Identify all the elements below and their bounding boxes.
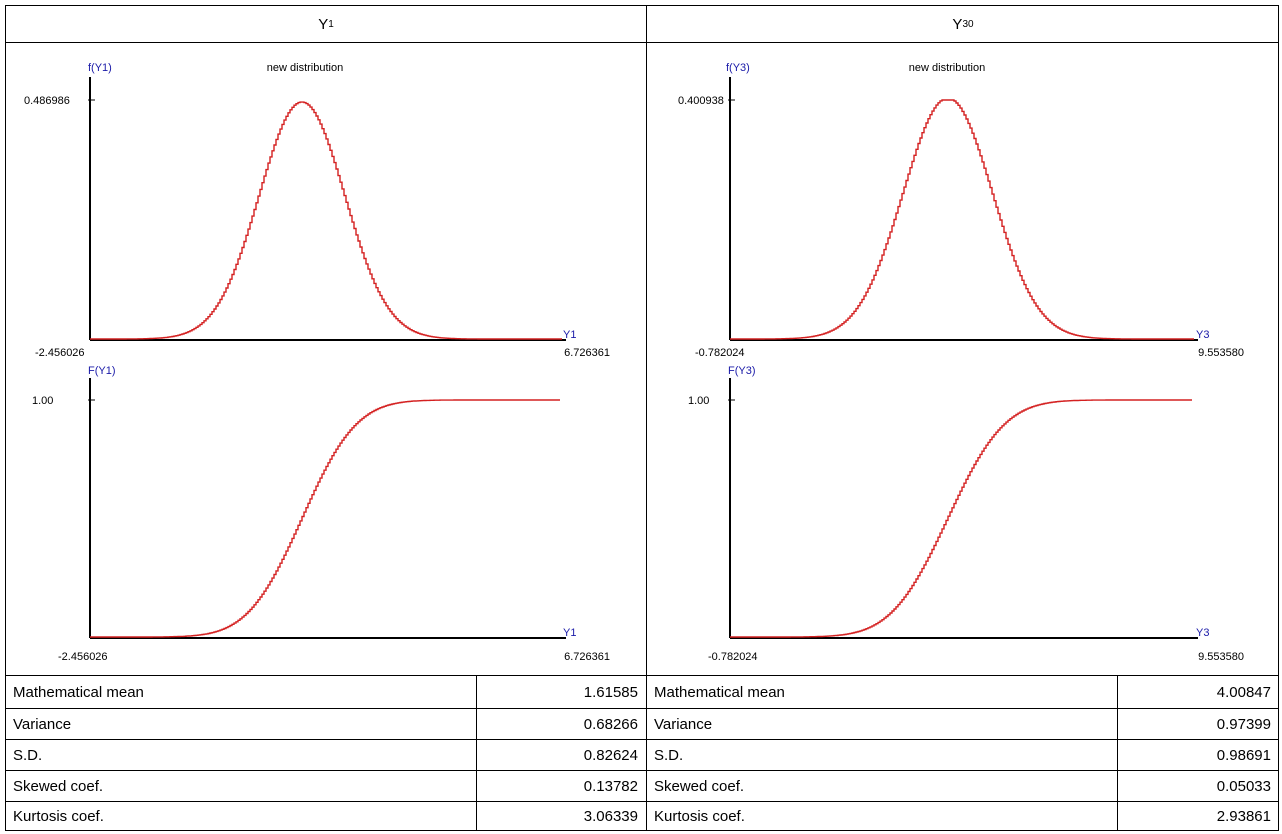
stat-value-sd: 0.98691 xyxy=(1216,746,1271,764)
x-min-label: -2.456026 xyxy=(58,651,108,663)
y-axis-label: f(Y3) xyxy=(726,62,750,74)
stat-label-skew: Skewed coef. xyxy=(654,777,745,795)
x-axis-label: Y3 xyxy=(1196,329,1209,341)
x-min-label: -0.782024 xyxy=(695,347,745,359)
stat-value-kurtosis: 3.06339 xyxy=(583,808,638,825)
x-min-label: -2.456026 xyxy=(35,347,85,359)
y-max-label: 1.00 xyxy=(32,395,53,407)
y-axis-label: F(Y1) xyxy=(88,365,116,377)
y-axis-label: F(Y3) xyxy=(728,365,756,377)
y-max-label: 0.486986 xyxy=(24,95,70,107)
x-max-label: 9.553580 xyxy=(1198,347,1244,359)
y-max-label: 0.400938 xyxy=(678,95,724,107)
stat-divider xyxy=(5,770,1279,771)
value-divider xyxy=(476,675,477,831)
stat-label-kurtosis: Kurtosis coef. xyxy=(13,808,104,825)
pdf-chart-y30: f(Y3) new distribution 0.400938 Y3 -0.78… xyxy=(678,62,1244,359)
stat-label-variance: Variance xyxy=(13,715,72,733)
charts-divider xyxy=(5,675,1279,676)
chart-title: new distribution xyxy=(909,62,985,74)
x-max-label: 6.726361 xyxy=(564,347,610,359)
stat-label-sd: S.D. xyxy=(654,746,684,764)
chart-title: new distribution xyxy=(267,62,343,74)
stat-label-mean: Mathematical mean xyxy=(654,683,785,701)
value-divider xyxy=(1117,675,1118,831)
stat-value-sd: 0.82624 xyxy=(583,746,638,764)
stat-divider xyxy=(5,739,1279,740)
results-table xyxy=(5,5,1279,831)
stat-label-mean: Mathematical mean xyxy=(13,683,144,701)
cdf-chart-y30: F(Y3) 1.00 Y3 -0.782024 9.553580 xyxy=(688,365,1244,663)
stat-value-mean: 1.61585 xyxy=(583,683,638,701)
cdf-chart-y1: F(Y1) 1.00 Y1 -2.456026 6.726361 xyxy=(32,365,610,663)
stat-value-kurtosis: 2.93861 xyxy=(1216,808,1271,825)
stat-value-skew: 0.05033 xyxy=(1216,777,1271,795)
stat-label-kurtosis: Kurtosis coef. xyxy=(654,808,745,825)
x-min-label: -0.782024 xyxy=(708,651,758,663)
stat-divider xyxy=(5,801,1279,802)
pdf-curve xyxy=(730,99,1194,340)
cdf-curve xyxy=(730,399,1192,638)
x-axis-label: Y3 xyxy=(1196,627,1209,639)
column-header-sub: 1 xyxy=(328,18,334,30)
column-header-main: Y xyxy=(952,15,963,33)
x-axis-label: Y1 xyxy=(563,329,576,341)
pdf-curve xyxy=(90,101,562,340)
header-divider xyxy=(5,42,1279,43)
stat-label-sd: S.D. xyxy=(13,746,43,764)
stat-value-skew: 0.13782 xyxy=(583,777,638,795)
y-max-label: 1.00 xyxy=(688,395,709,407)
y-axis-label: f(Y1) xyxy=(88,62,112,74)
stat-divider xyxy=(5,708,1279,709)
stat-value-variance: 0.68266 xyxy=(583,715,638,733)
cdf-curve xyxy=(90,399,560,638)
column-header-main: Y xyxy=(318,15,329,33)
x-max-label: 9.553580 xyxy=(1198,651,1244,663)
x-axis-label: Y1 xyxy=(563,627,576,639)
pdf-chart-y1: f(Y1) new distribution 0.486986 Y1 -2.45… xyxy=(24,62,610,359)
column-divider xyxy=(646,5,647,831)
stat-label-variance: Variance xyxy=(654,715,713,733)
column-header-sub: 30 xyxy=(962,18,974,30)
column-header-y30: Y 30 xyxy=(647,6,1279,42)
stat-label-skew: Skewed coef. xyxy=(13,777,104,795)
x-max-label: 6.726361 xyxy=(564,651,610,663)
stat-value-variance: 0.97399 xyxy=(1216,715,1271,733)
stat-value-mean: 4.00847 xyxy=(1216,683,1271,701)
